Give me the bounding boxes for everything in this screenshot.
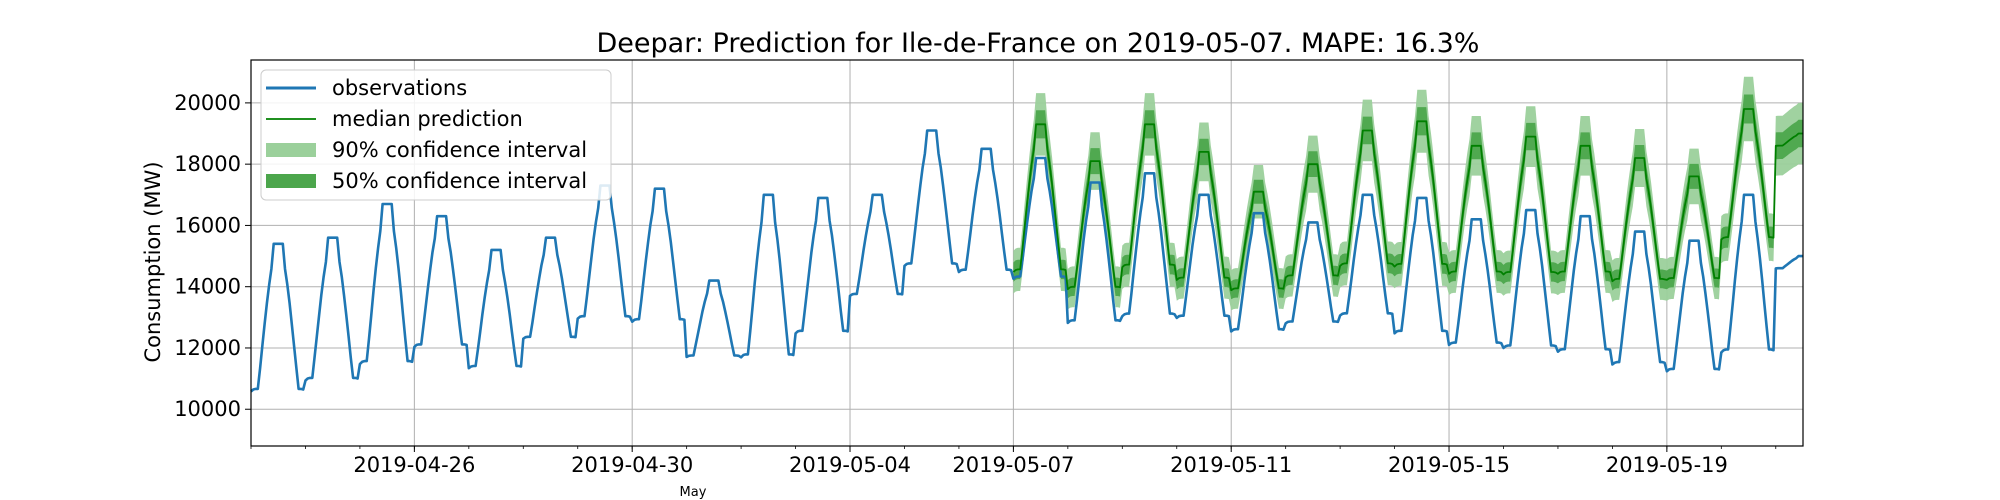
median-layer bbox=[1012, 108, 1803, 292]
y-tick-label: 18000 bbox=[174, 152, 241, 176]
y-tick-label: 14000 bbox=[174, 275, 241, 299]
legend-ci50-label: 50% confidence interval bbox=[332, 169, 587, 193]
legend-ci90-swatch bbox=[266, 143, 316, 157]
y-tick-label: 16000 bbox=[174, 213, 241, 237]
x-minor-label-may: May bbox=[680, 485, 707, 500]
x-tick-label: 2019-05-07 bbox=[952, 453, 1074, 477]
y-axis-ticks: 10000 12000 14000 16000 18000 20000 bbox=[174, 91, 251, 421]
y-axis-label: Consumption (MW) bbox=[141, 161, 165, 362]
legend-observations-label: observations bbox=[332, 76, 467, 100]
observations-line bbox=[250, 129, 1803, 393]
legend-median-label: median prediction bbox=[332, 107, 523, 131]
legend: observations median prediction 90% confi… bbox=[260, 69, 612, 201]
x-tick-label: 2019-05-19 bbox=[1606, 453, 1728, 477]
observations-layer bbox=[250, 129, 1803, 393]
y-tick-label: 12000 bbox=[174, 336, 241, 360]
median-prediction-line bbox=[1012, 108, 1803, 292]
x-tick-label: 2019-04-30 bbox=[571, 453, 693, 477]
x-tick-label: 2019-04-26 bbox=[353, 453, 475, 477]
legend-ci50-swatch bbox=[266, 174, 316, 188]
chart-title: Deepar: Prediction for Ile-de-France on … bbox=[597, 28, 1480, 59]
y-tick-label: 10000 bbox=[174, 397, 241, 421]
x-tick-label: 2019-05-15 bbox=[1388, 453, 1510, 477]
plot-frame bbox=[250, 59, 1804, 447]
x-tick-label: 2019-05-04 bbox=[789, 453, 911, 477]
x-axis-ticks: 2019-04-26 2019-04-30 2019-05-04 2019-05-07… bbox=[250, 446, 1777, 477]
legend-box bbox=[260, 69, 612, 201]
x-tick-label: 2019-05-11 bbox=[1170, 453, 1292, 477]
y-tick-label: 20000 bbox=[174, 91, 241, 115]
legend-ci90-label: 90% confidence interval bbox=[332, 138, 587, 162]
